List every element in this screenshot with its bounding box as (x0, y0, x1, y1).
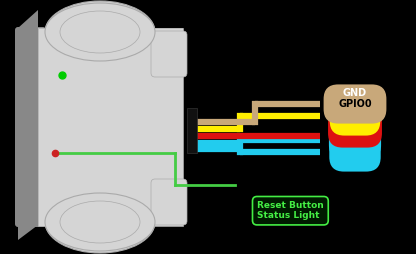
FancyBboxPatch shape (151, 179, 187, 225)
Text: 3.3V: 3.3V (343, 123, 367, 133)
Ellipse shape (45, 1, 155, 63)
FancyBboxPatch shape (151, 31, 187, 77)
FancyBboxPatch shape (15, 27, 46, 227)
Ellipse shape (45, 3, 155, 61)
Ellipse shape (45, 193, 155, 251)
Polygon shape (18, 10, 38, 240)
Text: Reset Button
Status Light: Reset Button Status Light (257, 201, 324, 220)
Polygon shape (187, 108, 197, 153)
FancyBboxPatch shape (38, 28, 183, 226)
FancyBboxPatch shape (38, 28, 183, 226)
Text: RXD: RXD (344, 135, 366, 145)
Text: TXD: TXD (344, 147, 366, 157)
Text: GPIO0: GPIO0 (338, 99, 372, 109)
Text: GND: GND (343, 88, 367, 98)
Ellipse shape (45, 191, 155, 253)
Text: RST: RST (344, 111, 366, 121)
